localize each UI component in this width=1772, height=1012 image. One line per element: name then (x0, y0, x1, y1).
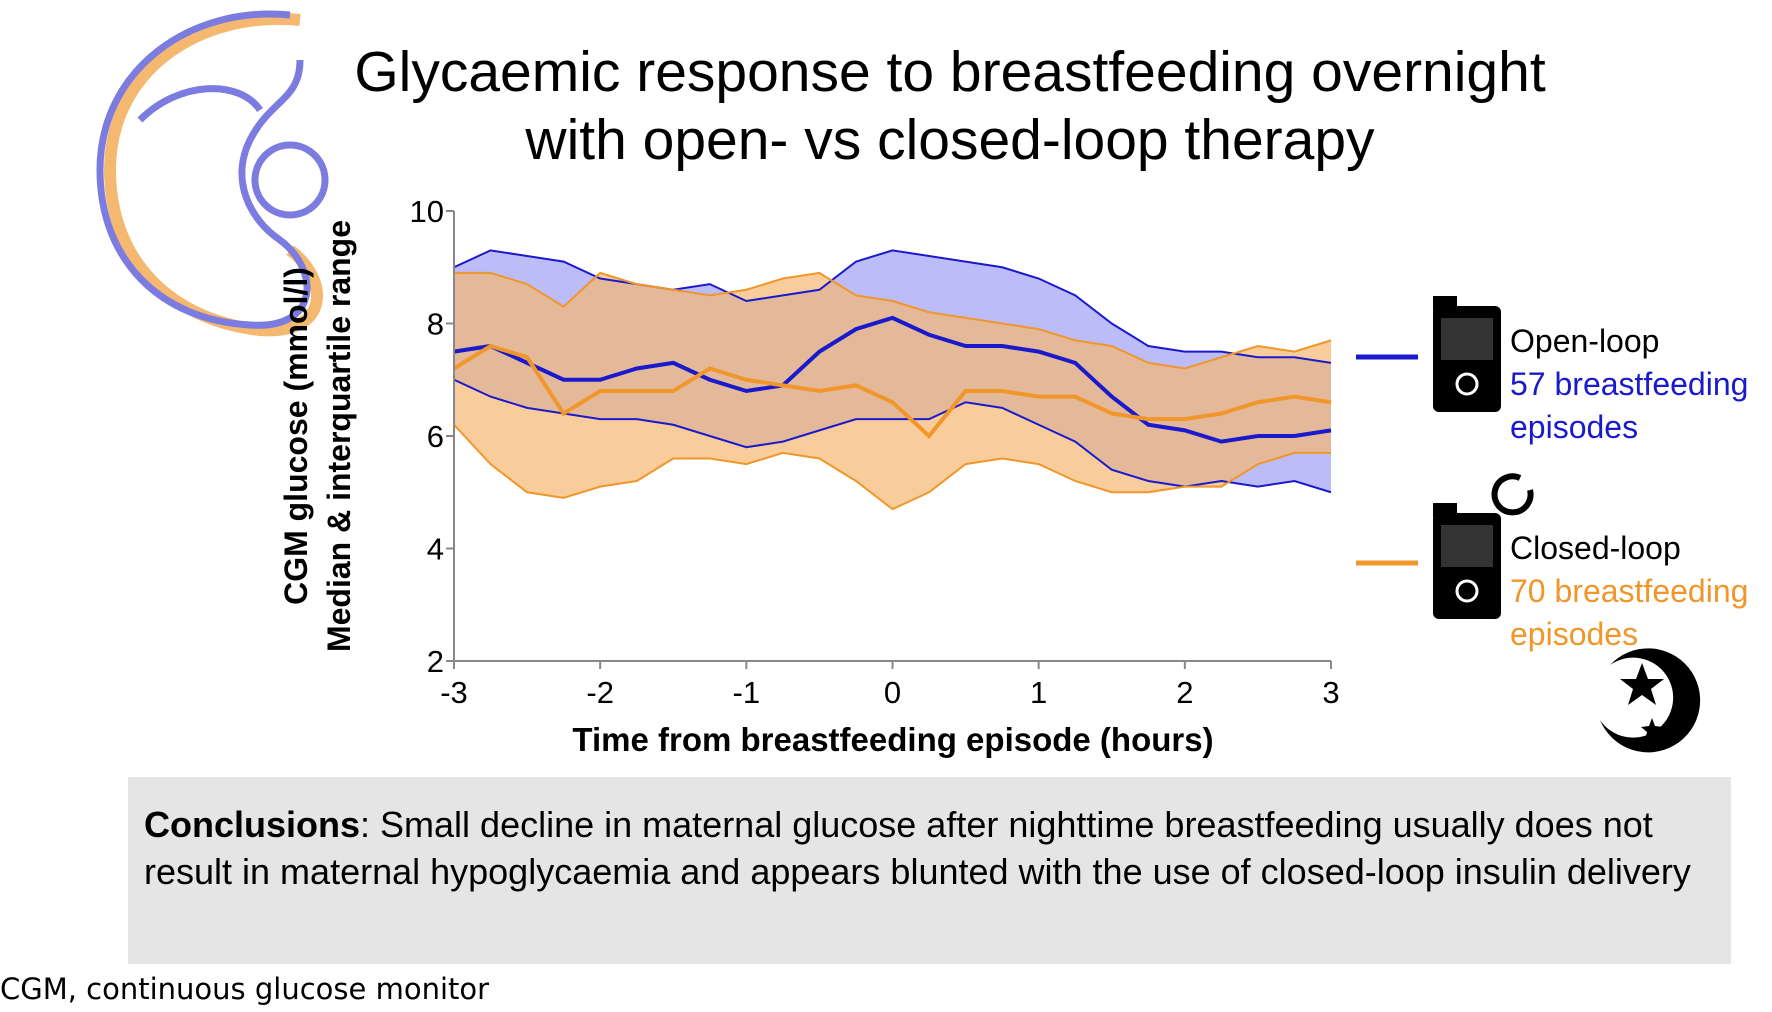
pump-icon (1433, 296, 1701, 753)
quartile-line (453, 424, 1331, 511)
y-axis-title: Median & interquartile range (321, 220, 357, 652)
legend-label: Open-loop (1510, 323, 1660, 359)
x-tick-label: 1 (1030, 675, 1047, 710)
x-axis-title: Time from breastfeeding episode (hours) (572, 721, 1213, 758)
y-axis-title: CGM glucose (mmol/l) (278, 267, 314, 605)
mother-icon (96, 10, 329, 337)
x-tick-label: 0 (884, 675, 901, 710)
legend-label: Closed-loop (1510, 530, 1681, 566)
conclusions-label: Conclusions (144, 804, 361, 845)
legend-subtitle: 57 breastfeeding episodes (1510, 366, 1749, 445)
legend-entry: Closed-loop 70 breastfeeding episodes (1510, 527, 1772, 656)
x-tick-label: 3 (1322, 675, 1339, 710)
footnote: CGM, continuous glucose monitor (0, 972, 490, 1006)
quartile-line (454, 271, 1332, 370)
y-tick-label: 2 (427, 644, 444, 679)
conclusions-box: Conclusions: Small decline in maternal g… (128, 777, 1731, 964)
x-tick-label: -2 (586, 675, 614, 710)
x-tick-label: -3 (440, 675, 468, 710)
iqr-band (454, 272, 1331, 510)
y-tick-label: 4 (427, 532, 444, 567)
y-tick-label: 6 (427, 419, 444, 454)
y-tick-label: 10 (410, 194, 444, 229)
median-line (452, 343, 1332, 439)
conclusions-text: : Small decline in maternal glucose afte… (144, 804, 1691, 892)
legend-entry: Open-loop 57 breastfeeding episodes (1510, 320, 1772, 449)
y-tick-label: 8 (427, 307, 444, 342)
quartile-line (453, 249, 1332, 364)
x-tick-label: 2 (1176, 675, 1193, 710)
title: Glycaemic response to breastfeeding over… (354, 40, 1546, 172)
legend-subtitle: 70 breastfeeding episodes (1510, 573, 1749, 652)
x-tick-label: -1 (733, 675, 761, 710)
median-line (453, 315, 1332, 444)
